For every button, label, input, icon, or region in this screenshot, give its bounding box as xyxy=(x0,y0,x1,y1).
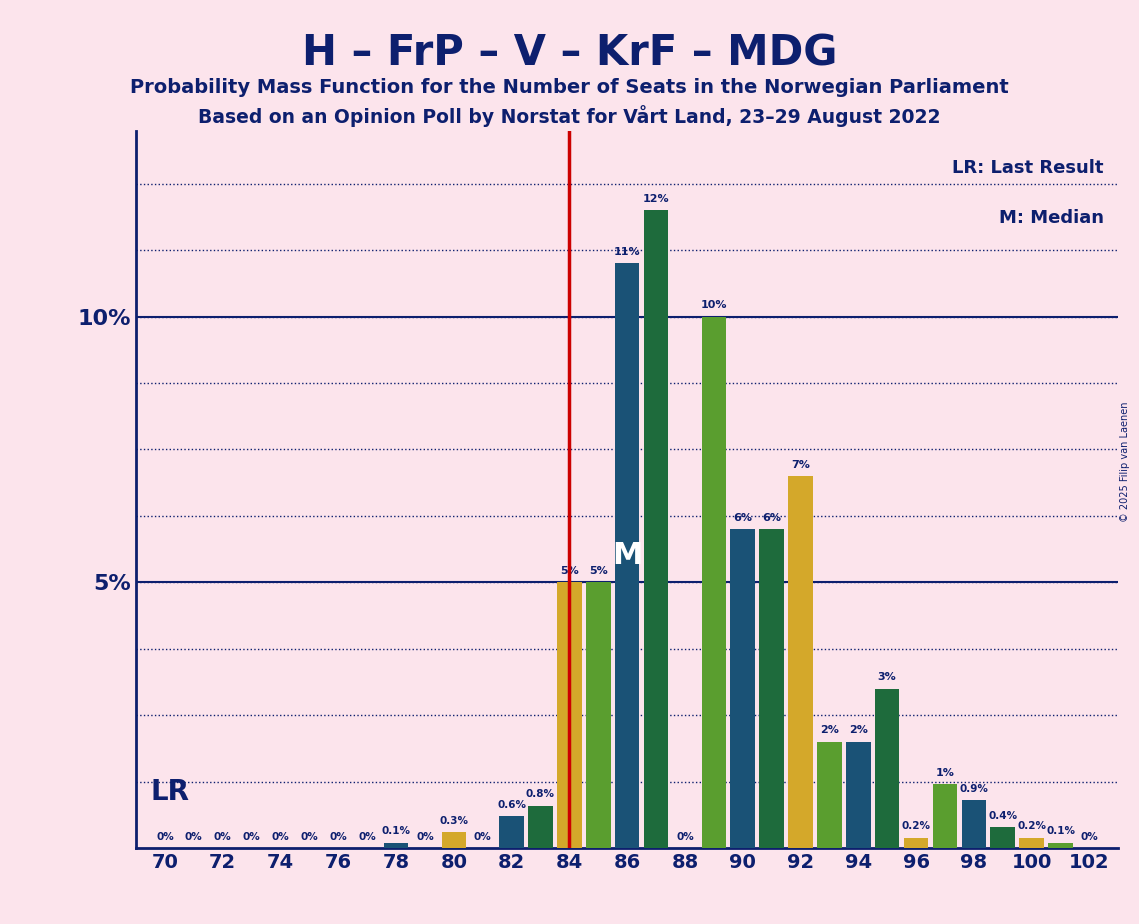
Text: © 2025 Filip van Laenen: © 2025 Filip van Laenen xyxy=(1120,402,1130,522)
Text: 0.1%: 0.1% xyxy=(382,826,410,836)
Text: LR: Last Result: LR: Last Result xyxy=(952,159,1104,177)
Text: 1%: 1% xyxy=(935,768,954,778)
Bar xyxy=(499,816,524,848)
Text: 0%: 0% xyxy=(214,832,231,842)
Text: M: Median: M: Median xyxy=(999,210,1104,227)
Bar xyxy=(384,843,408,848)
Text: 6%: 6% xyxy=(734,513,752,523)
Bar xyxy=(557,582,582,848)
Bar xyxy=(933,784,957,848)
Bar xyxy=(730,529,755,848)
Bar xyxy=(702,317,726,848)
Bar xyxy=(442,833,466,848)
Text: 2%: 2% xyxy=(820,725,838,736)
Text: 0%: 0% xyxy=(301,832,318,842)
Bar xyxy=(817,742,842,848)
Text: 11%: 11% xyxy=(614,247,640,257)
Bar xyxy=(760,529,784,848)
Bar xyxy=(644,211,669,848)
Text: 3%: 3% xyxy=(878,673,896,682)
Text: 0.4%: 0.4% xyxy=(989,810,1017,821)
Text: 0.9%: 0.9% xyxy=(959,784,989,794)
Text: 0%: 0% xyxy=(359,832,376,842)
Text: LR: LR xyxy=(150,778,189,806)
Text: 0%: 0% xyxy=(677,832,694,842)
Text: 0%: 0% xyxy=(474,832,492,842)
Text: 0.2%: 0.2% xyxy=(902,821,931,832)
Text: 0.3%: 0.3% xyxy=(440,816,468,826)
Text: 6%: 6% xyxy=(762,513,781,523)
Text: 0.6%: 0.6% xyxy=(497,800,526,810)
Bar xyxy=(788,476,813,848)
Bar xyxy=(1048,843,1073,848)
Text: 7%: 7% xyxy=(792,459,810,469)
Text: 10%: 10% xyxy=(700,300,727,310)
Text: H – FrP – V – KrF – MDG: H – FrP – V – KrF – MDG xyxy=(302,32,837,74)
Text: M: M xyxy=(612,541,642,570)
Text: 0%: 0% xyxy=(1081,832,1098,842)
Text: 0%: 0% xyxy=(243,832,261,842)
Text: 0%: 0% xyxy=(185,832,203,842)
Text: 0%: 0% xyxy=(271,832,289,842)
Text: 0.1%: 0.1% xyxy=(1046,826,1075,836)
Text: 0%: 0% xyxy=(416,832,434,842)
Bar xyxy=(1019,837,1044,848)
Bar xyxy=(615,263,639,848)
Text: 0.2%: 0.2% xyxy=(1017,821,1046,832)
Bar xyxy=(875,688,900,848)
Text: Based on an Opinion Poll by Norstat for Vårt Land, 23–29 August 2022: Based on an Opinion Poll by Norstat for … xyxy=(198,105,941,128)
Text: Probability Mass Function for the Number of Seats in the Norwegian Parliament: Probability Mass Function for the Number… xyxy=(130,78,1009,97)
Bar xyxy=(846,742,870,848)
Bar xyxy=(903,837,928,848)
Text: 5%: 5% xyxy=(589,566,607,576)
Bar xyxy=(961,800,986,848)
Bar xyxy=(585,582,611,848)
Bar xyxy=(991,827,1015,848)
Text: 0%: 0% xyxy=(329,832,347,842)
Bar xyxy=(528,806,552,848)
Text: 0.8%: 0.8% xyxy=(526,789,555,799)
Text: 12%: 12% xyxy=(642,194,670,204)
Text: 0%: 0% xyxy=(156,832,174,842)
Text: 5%: 5% xyxy=(560,566,579,576)
Text: 2%: 2% xyxy=(849,725,868,736)
